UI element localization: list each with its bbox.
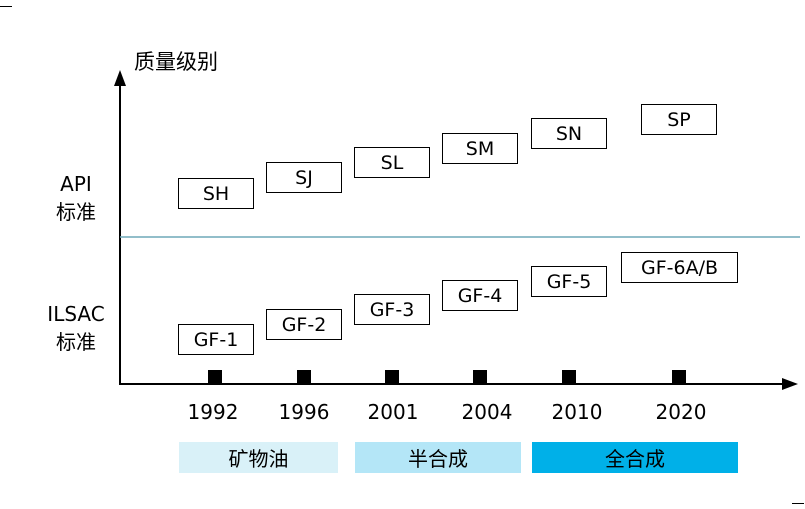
year-label-2010: 2010 [551,400,603,424]
ilsac-standard-label: ILSAC 标准 [41,300,111,356]
api-standard-label: API 标准 [41,170,111,226]
ilsac-grade-gf2: GF-2 [266,309,342,340]
year-marker-2010 [562,370,576,384]
band-semi-synthetic: 半合成 [355,442,521,473]
ilsac-grade-gf1: GF-1 [178,324,254,355]
ilsac-grade-gf5: GF-5 [531,266,607,297]
api-label-line2: 标准 [56,200,96,224]
ilsac-label-line1: ILSAC [47,302,105,326]
band-full-synthetic: 全合成 [532,442,738,473]
api-grade-sl: SL [354,147,430,178]
y-axis-title: 质量级别 [134,50,218,74]
api-grade-sm: SM [442,133,518,164]
api-grade-sn: SN [531,118,607,149]
corner-mark-bottom-right [792,503,804,504]
year-marker-2004 [473,370,487,384]
year-marker-2001 [385,370,399,384]
y-axis-arrow [114,70,126,86]
api-grade-sh: SH [178,178,254,209]
year-label-2001: 2001 [367,400,419,424]
year-label-2020: 2020 [655,400,707,424]
corner-mark-top-left [0,6,12,7]
year-label-1996: 1996 [278,400,330,424]
year-marker-2020 [672,370,686,384]
ilsac-grade-gf6ab: GF-6A/B [621,252,738,283]
ilsac-grade-gf3: GF-3 [354,294,430,325]
year-label-1992: 1992 [187,400,239,424]
api-grade-sj: SJ [266,162,342,193]
ilsac-label-line2: 标准 [56,330,96,354]
year-marker-1992 [208,370,222,384]
ilsac-grade-gf4: GF-4 [442,280,518,311]
x-axis-arrow [782,378,798,390]
year-label-2004: 2004 [461,400,513,424]
band-mineral-oil: 矿物油 [179,442,338,473]
year-marker-1996 [297,370,311,384]
api-grade-sp: SP [641,104,717,135]
api-label-line1: API [60,172,92,196]
